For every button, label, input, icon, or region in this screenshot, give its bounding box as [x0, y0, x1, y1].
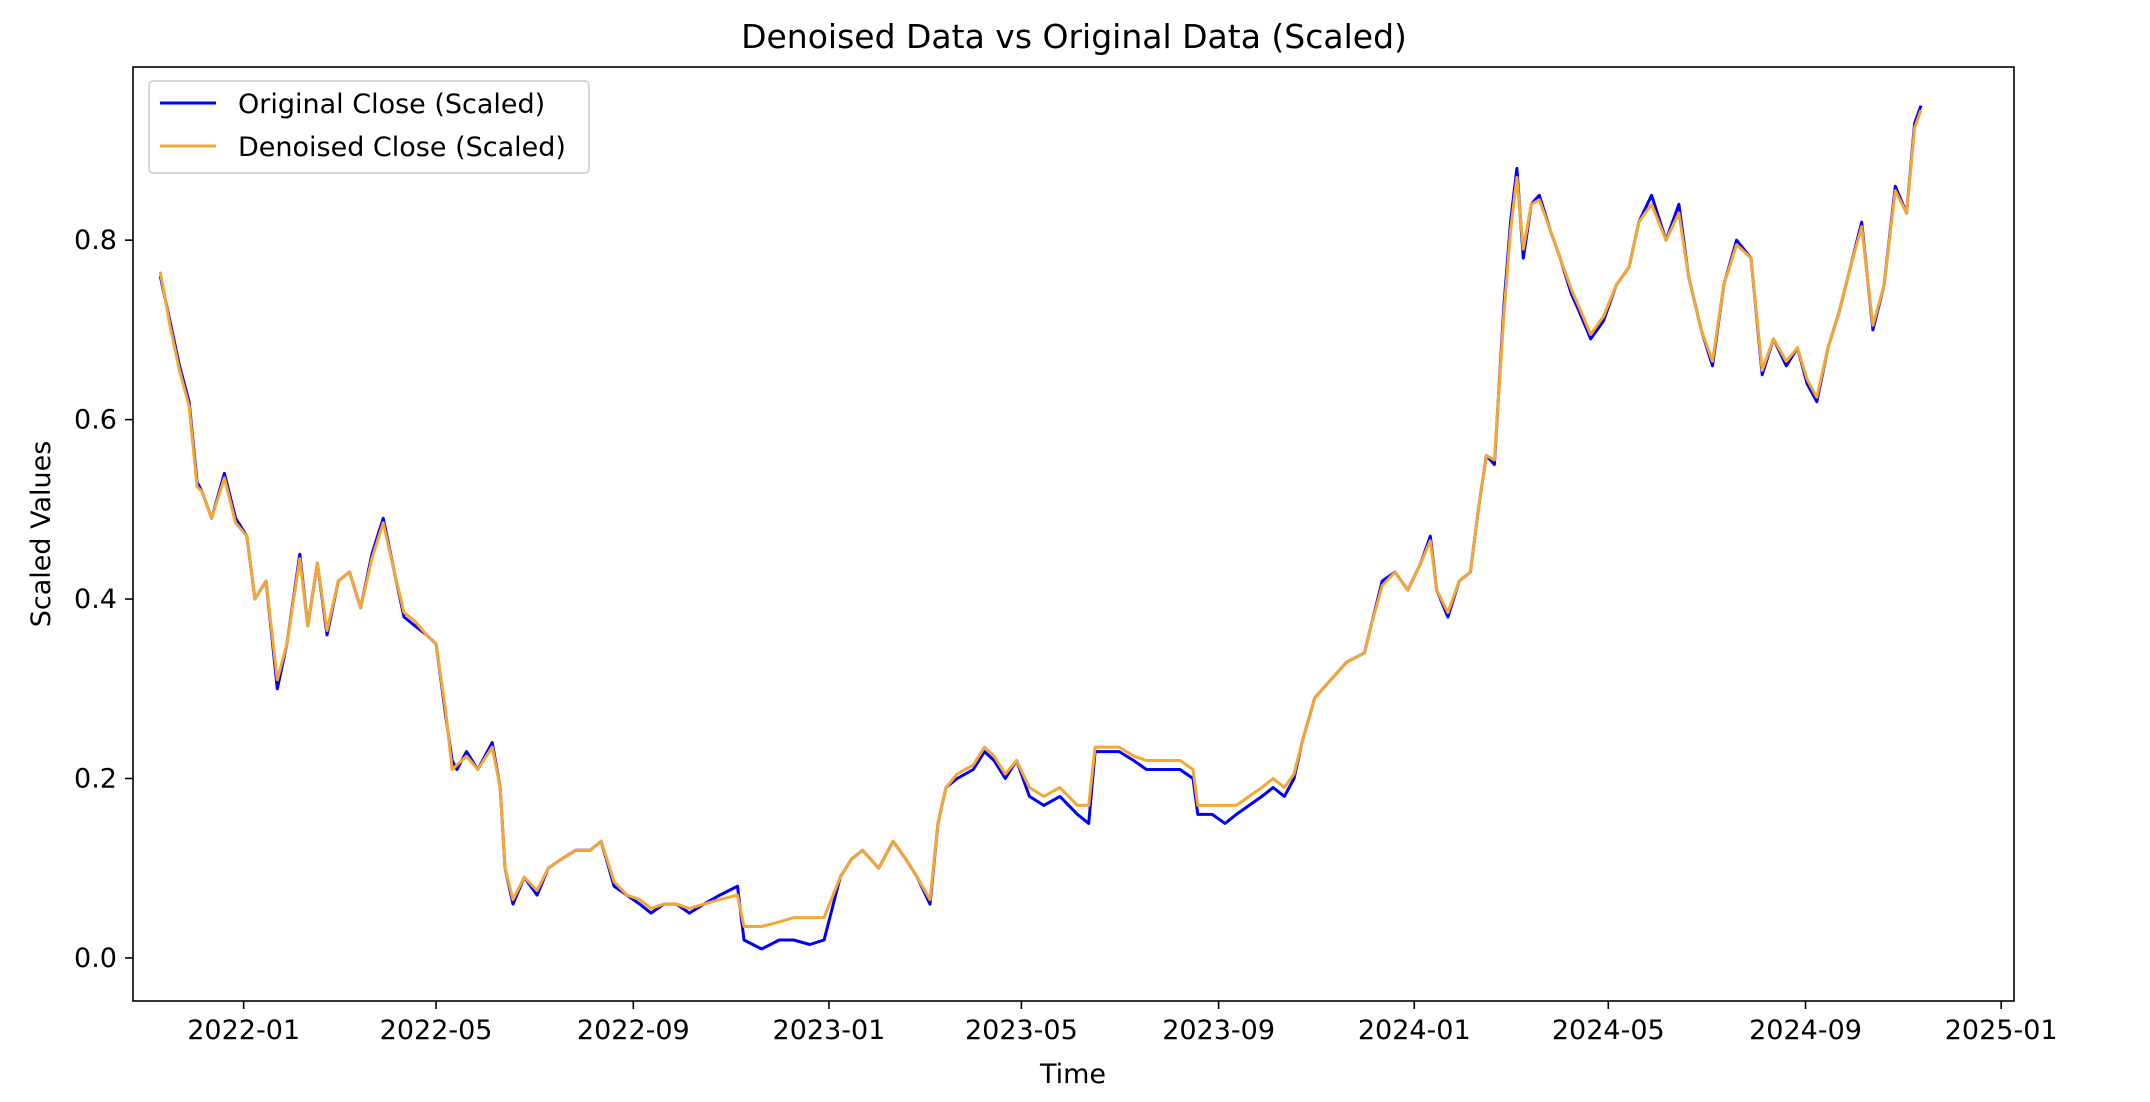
x-tick-label: 2023-05: [965, 1015, 1078, 1046]
legend: Original Close (Scaled) Denoised Close (…: [148, 80, 590, 174]
y-tick-label: 0.2: [74, 763, 117, 794]
y-tick-label: 0.8: [74, 225, 117, 256]
x-tick-label: 2023-01: [773, 1015, 886, 1046]
x-axis: 2022-01 2022-05 2022-09 2023-01 2023-05 2023-…: [187, 1001, 2058, 1046]
legend-label-original: Original Close (Scaled): [238, 89, 545, 120]
series-denoised-close-line: [158, 109, 1923, 928]
y-tick-label: 0.0: [74, 943, 117, 974]
chart-title: Denoised Data vs Original Data (Scaled): [741, 17, 1407, 56]
series-layer: [158, 105, 1923, 951]
legend-box: [148, 80, 590, 174]
x-axis-label: Time: [1039, 1059, 1106, 1090]
x-tick-label: 2024-09: [1749, 1015, 1862, 1046]
plot-area: [132, 66, 2015, 1002]
x-tick-label: 2025-01: [1945, 1015, 2058, 1046]
axes-frame: [132, 66, 2015, 1002]
x-tick-label: 2022-05: [380, 1015, 493, 1046]
y-tick-label: 0.6: [74, 405, 117, 436]
x-tick-label: 2024-05: [1552, 1015, 1665, 1046]
x-tick-label: 2024-01: [1358, 1015, 1471, 1046]
y-axis: 0.0 0.2 0.4 0.6 0.8: [74, 225, 133, 974]
y-tick-label: 0.4: [74, 584, 117, 615]
x-tick-label: 2023-09: [1162, 1015, 1275, 1046]
x-tick-label: 2022-01: [187, 1015, 300, 1046]
x-tick-label: 2022-09: [577, 1015, 690, 1046]
legend-label-denoised: Denoised Close (Scaled): [238, 132, 566, 163]
y-axis-label: Scaled Values: [26, 441, 57, 628]
